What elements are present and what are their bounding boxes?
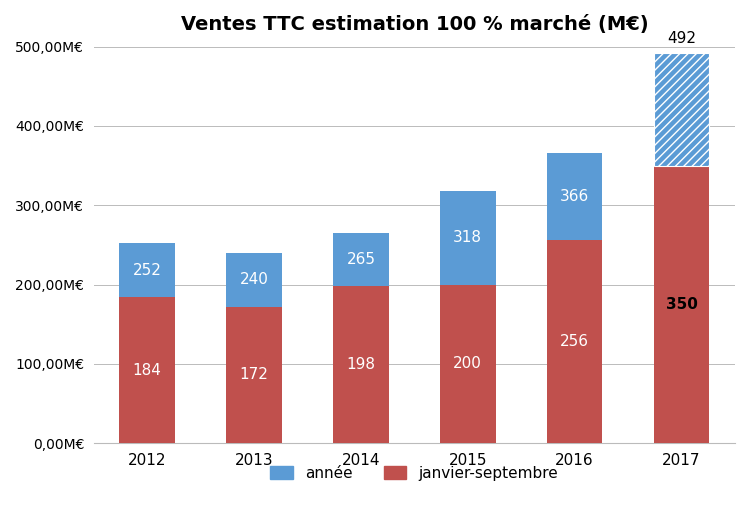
- Bar: [654, 53, 710, 165]
- Text: 350: 350: [665, 297, 698, 312]
- Text: 184: 184: [133, 363, 161, 378]
- Bar: [119, 243, 175, 297]
- Bar: [547, 240, 602, 443]
- Bar: [333, 233, 388, 286]
- Text: 200: 200: [453, 356, 482, 372]
- Bar: [440, 285, 496, 443]
- Text: 265: 265: [346, 252, 376, 267]
- Text: 240: 240: [239, 272, 268, 287]
- Text: 366: 366: [560, 189, 590, 204]
- Text: 172: 172: [239, 367, 268, 383]
- Legend: année, janvier-septembre: année, janvier-septembre: [264, 460, 565, 487]
- Bar: [226, 253, 282, 307]
- Text: 492: 492: [667, 31, 696, 46]
- Bar: [654, 165, 710, 443]
- Bar: [333, 286, 388, 443]
- Bar: [547, 153, 602, 240]
- Text: 198: 198: [346, 357, 376, 372]
- Bar: [226, 307, 282, 443]
- Bar: [440, 191, 496, 285]
- Text: 252: 252: [133, 263, 161, 278]
- Title: Ventes TTC estimation 100 % marché (M€): Ventes TTC estimation 100 % marché (M€): [181, 15, 648, 34]
- Text: 256: 256: [560, 334, 590, 349]
- Text: 318: 318: [453, 230, 482, 245]
- Bar: [119, 297, 175, 443]
